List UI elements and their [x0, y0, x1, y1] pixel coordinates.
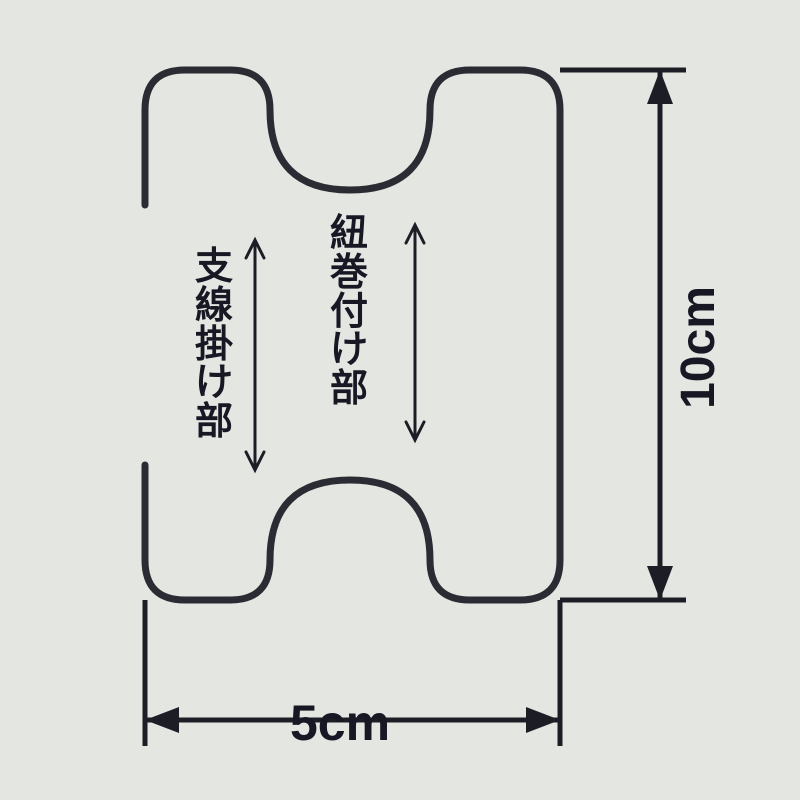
height-dimension-label: 10cm [671, 286, 726, 409]
diagram-page: 10cm 5cm 紐巻付け部 支線掛け部 [0, 0, 800, 800]
callout-support-wire-hook-part: 支線掛け部 [195, 248, 233, 442]
width-dimension-label: 5cm [290, 694, 390, 752]
callout-cord-winding-part: 紐巻付け部 [330, 215, 368, 409]
